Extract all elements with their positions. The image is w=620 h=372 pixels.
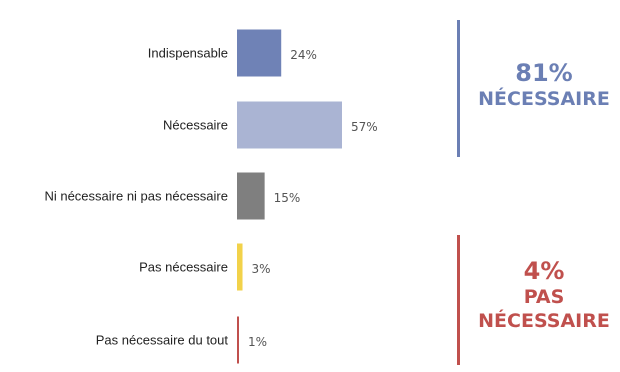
bar-necessaire	[237, 101, 342, 149]
group-pct-necessaire: 81%	[515, 59, 573, 87]
category-label-neutre: Ni nécessaire ni pas nécessaire	[44, 188, 228, 204]
group-label-pas: PAS	[523, 286, 565, 308]
bar-indispensable	[237, 29, 282, 77]
value-label-pas-necessaire: 3%	[251, 262, 271, 276]
group-bracket-pas-necessaire	[457, 235, 460, 365]
category-label-necessaire: Nécessaire	[162, 117, 228, 133]
value-label-pas-necessaire-du-tout: 1%	[248, 335, 268, 349]
group-label-necessaire-neg: NÉCESSAIRE	[478, 309, 610, 332]
value-label-indispensable: 24%	[290, 48, 317, 62]
group-summary-pas-necessaire: 4% PAS NÉCESSAIRE	[468, 256, 620, 334]
group-label-necessaire: NÉCESSAIRE	[478, 88, 610, 110]
value-label-necessaire: 57%	[351, 120, 378, 134]
group-bracket-necessaire	[457, 20, 460, 157]
value-label-neutre: 15%	[273, 191, 301, 205]
bar-pas-necessaire	[237, 243, 243, 291]
category-label-indispensable: Indispensable	[147, 45, 228, 61]
bar-neutre	[237, 172, 265, 220]
category-label-pas-necessaire: Pas nécessaire	[139, 259, 228, 275]
bar-pas-necessaire-du-tout	[237, 316, 239, 364]
group-summary-necessaire: 81% NÉCESSAIRE	[468, 58, 620, 112]
category-label-pas-necessaire-du-tout: Pas nécessaire du tout	[95, 332, 228, 348]
group-pct-pas-necessaire: 4%	[523, 257, 565, 285]
